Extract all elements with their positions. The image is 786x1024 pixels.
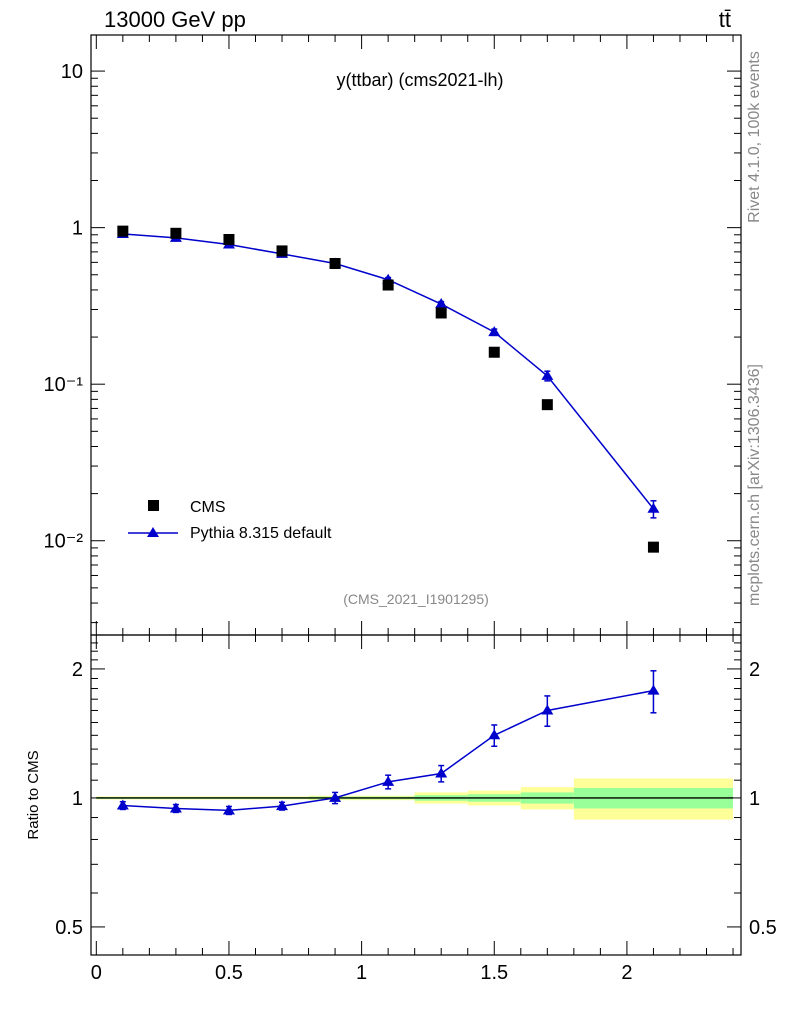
ratio-y-tick-label-right: 0.5 bbox=[749, 917, 777, 939]
cms-data-point bbox=[223, 233, 235, 245]
ratio-y-tick-label-right: 2 bbox=[749, 659, 760, 681]
main-y-tick-label: 10 bbox=[61, 61, 83, 83]
cms-data-point bbox=[435, 307, 447, 319]
analysis-watermark: (CMS_2021_I1901295) bbox=[343, 591, 489, 607]
mc-point bbox=[435, 298, 448, 309]
ratio-mc-point bbox=[647, 684, 660, 695]
x-tick-label: 1 bbox=[356, 962, 367, 984]
ratio-uncertainty-band bbox=[96, 778, 734, 820]
ratio-mc-point bbox=[382, 775, 395, 786]
ratio-mc-point bbox=[222, 804, 235, 815]
ratio-y-tick-label-right: 1 bbox=[749, 788, 760, 810]
cms-data-point bbox=[541, 399, 553, 411]
mc-point bbox=[541, 369, 554, 380]
main-y-tick-label: 10⁻¹ bbox=[44, 374, 84, 396]
main-panel: 10 1 10⁻¹ 10⁻² y(ttbar) (cms2021-lh) (CMS_2… bbox=[44, 34, 742, 636]
cms-data-point bbox=[329, 258, 341, 270]
energy-label: 13000 GeV pp bbox=[104, 7, 246, 32]
ratio-mc-point bbox=[488, 729, 501, 740]
cms-data-point bbox=[117, 225, 129, 237]
mc-point bbox=[647, 502, 660, 513]
x-tick-label: 1.5 bbox=[480, 962, 508, 984]
ratio-mc-point bbox=[116, 799, 129, 810]
legend-mc-label: Pythia 8.315 default bbox=[190, 525, 332, 542]
source-label: mcplots.cern.ch [arXiv:1306.3436] bbox=[746, 364, 763, 606]
main-axis-ticks: 10 1 10⁻¹ 10⁻² bbox=[44, 35, 741, 635]
mc-line bbox=[122, 233, 654, 510]
rivet-version-label: Rivet 4.1.0, 100k events bbox=[746, 51, 763, 223]
legend-cms-label: CMS bbox=[190, 499, 226, 516]
legend: CMS Pythia 8.315 default bbox=[128, 499, 332, 542]
ratio-y-tick-label-left: 1 bbox=[72, 788, 83, 810]
ratio-mc-point bbox=[329, 791, 342, 802]
ratio-mc-point bbox=[276, 800, 289, 811]
ratio-ylabel: Ratio to CMS bbox=[25, 750, 42, 839]
x-tick-label: 0 bbox=[91, 962, 102, 984]
ratio-y-tick-label-left: 2 bbox=[72, 659, 83, 681]
x-tick-label: 2 bbox=[621, 962, 632, 984]
process-label: tt̄ bbox=[719, 7, 731, 32]
ratio-y-tick-label-left: 0.5 bbox=[55, 917, 83, 939]
cms-data-point bbox=[488, 346, 500, 358]
main-y-tick-label: 1 bbox=[72, 218, 83, 240]
ratio-mc-point bbox=[541, 704, 554, 715]
cms-data-point bbox=[170, 227, 182, 239]
ratio-mc-line bbox=[122, 689, 654, 812]
ratio-frame bbox=[90, 634, 742, 956]
ratio-plot-area bbox=[116, 670, 660, 816]
cms-data-point bbox=[382, 279, 394, 291]
legend-cms-marker bbox=[148, 500, 159, 511]
legend-mc-marker bbox=[147, 527, 159, 537]
ratio-axis-ticks: 2 2 1 1 0.5 0.5 0 0.5 1 1.5 2 bbox=[55, 635, 777, 984]
ratio-mc-point bbox=[169, 802, 182, 813]
ratio-panel: 2 2 1 1 0.5 0.5 0 0.5 1 1.5 2 Ratio to CMS bbox=[25, 634, 777, 984]
main-plot-area bbox=[116, 225, 660, 553]
mc-point bbox=[488, 326, 501, 337]
x-tick-label: 0.5 bbox=[215, 962, 243, 984]
cms-data-point bbox=[276, 245, 288, 257]
cms-data-point bbox=[647, 541, 659, 553]
main-frame bbox=[90, 34, 742, 636]
main-y-tick-label: 10⁻² bbox=[44, 531, 84, 553]
ratio-mc-point bbox=[435, 767, 448, 778]
main-title: y(ttbar) (cms2021-lh) bbox=[336, 70, 503, 90]
